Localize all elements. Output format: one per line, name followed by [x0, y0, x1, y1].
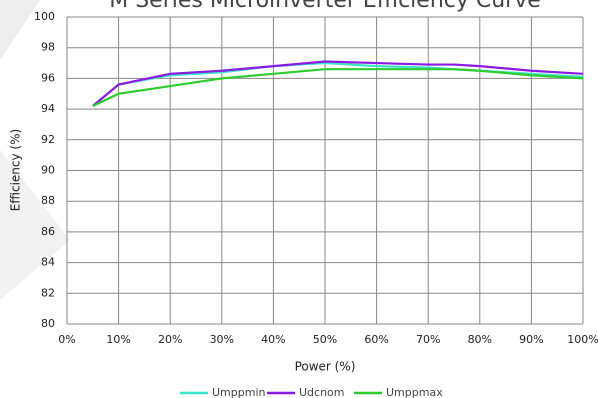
x-tick-label: 100% [567, 333, 598, 346]
x-tick-label: 50% [313, 333, 337, 346]
legend-label: Umppmin [212, 386, 266, 398]
x-tick-label: 0% [58, 333, 75, 346]
y-tick-label: 100 [34, 10, 55, 23]
watermark [0, 150, 70, 300]
watermark [0, 0, 40, 60]
y-tick-label: 98 [41, 41, 55, 54]
legend-label: Udcnom [299, 386, 345, 398]
x-tick-label: 20% [158, 333, 182, 346]
y-tick-label: 88 [41, 194, 55, 207]
x-tick-label: 80% [468, 333, 492, 346]
x-tick-label: 40% [261, 333, 285, 346]
y-tick-label: 92 [41, 133, 55, 146]
x-tick-label: 10% [106, 333, 130, 346]
y-tick-label: 80 [41, 317, 55, 330]
x-tick-label: 30% [210, 333, 234, 346]
y-tick-label: 82 [41, 286, 55, 299]
x-tick-label: 70% [416, 333, 440, 346]
chart-title: M Series Microinverter Efficiency Curve [109, 0, 541, 13]
y-axis-label: Efficiency (%) [9, 129, 23, 211]
y-tick-label: 86 [41, 225, 55, 238]
y-tick-label: 84 [41, 256, 55, 269]
series-line [92, 68, 584, 108]
y-tick-label: 96 [41, 71, 55, 84]
x-tick-label: 90% [519, 333, 543, 346]
x-axis-label: Power (%) [295, 360, 356, 374]
series-line [92, 60, 584, 107]
y-tick-label: 94 [41, 102, 55, 115]
y-tick-label: 90 [41, 164, 55, 177]
legend-label: Umppmax [386, 386, 443, 398]
x-tick-label: 60% [364, 333, 388, 346]
